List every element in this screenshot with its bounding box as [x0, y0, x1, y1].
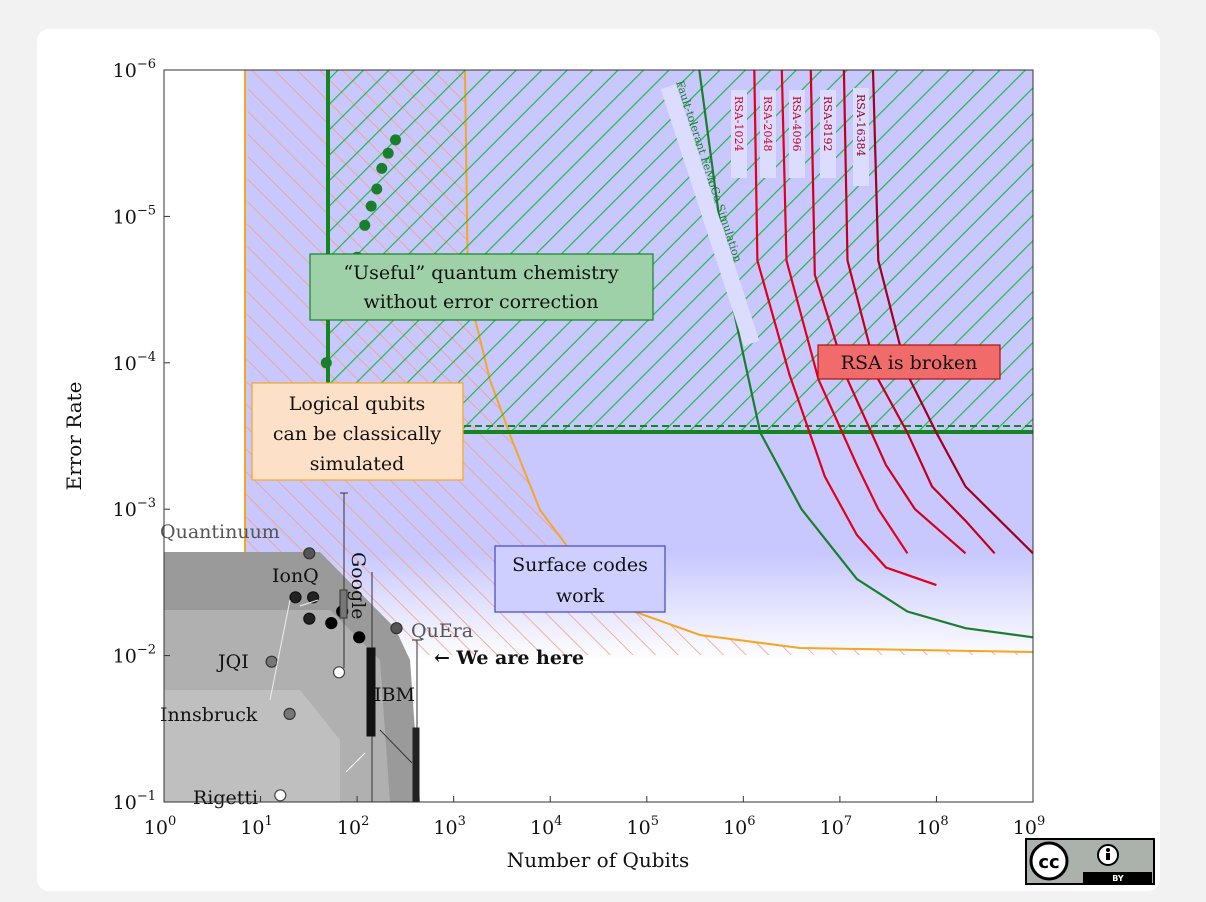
- rigetti-label: Rigetti: [193, 787, 258, 809]
- rsa-8192-label: RSA-8192: [821, 96, 834, 151]
- ibm-label: IBM: [374, 684, 415, 706]
- we-are-here-label: ← We are here: [434, 647, 584, 669]
- point-innsbruck-0: [283, 707, 296, 721]
- by-text: BY: [1112, 874, 1124, 883]
- point-ionq-2: [303, 612, 316, 625]
- device-bars: [269, 492, 422, 803]
- point-rigetti-0: [274, 789, 287, 802]
- series-line-rsa-4096: [809, 70, 967, 555]
- nisq-label-line-2: without error correction: [363, 291, 598, 313]
- y-tick-label-3: 10−3: [113, 496, 156, 521]
- x-tick-label-3: 103: [433, 814, 465, 839]
- x-tick-label-1: 101: [240, 814, 272, 839]
- cc-text: cc: [1038, 852, 1059, 873]
- rsa-label: RSA is broken: [841, 352, 978, 374]
- cc-icon: [1029, 841, 1069, 881]
- y-tick-label-0: 10−6: [113, 57, 156, 82]
- y-tick-label-4: 10−2: [113, 643, 156, 668]
- point-jqi-0: [265, 655, 278, 668]
- point-ionq-1: [307, 591, 320, 604]
- y-tick-label-5: 10−1: [113, 789, 156, 814]
- series-line-rsa-1024: [753, 70, 937, 587]
- point-google-0: [325, 616, 338, 630]
- point-quantinuum-0: [303, 547, 316, 560]
- google-label: Google: [347, 552, 369, 620]
- point-ibm-0: [332, 666, 346, 679]
- y-tick-label-2: 10−4: [113, 350, 156, 375]
- y-axis-label: Error Rate: [62, 382, 86, 491]
- x-tick-label-4: 104: [530, 814, 562, 839]
- point-nisq-chemistry-estimates-0: [320, 357, 332, 369]
- point-nisq-chemistry-estimates-3: [365, 200, 377, 212]
- x-tick-label-0: 100: [144, 814, 176, 839]
- region-labels: “Useful” quantum chemistry without error…: [251, 253, 1001, 613]
- series-line-rsa-16384: [871, 70, 1033, 555]
- nisq-label-line-1: “Useful” quantum chemistry: [343, 262, 618, 284]
- point-nisq-chemistry-estimates-5: [376, 162, 388, 174]
- surface-label-line-2: work: [556, 585, 605, 607]
- surface-label-box: [494, 545, 666, 613]
- x-tick-label-2: 102: [337, 814, 369, 839]
- point-google-2: [353, 631, 366, 644]
- quantinuum-label: Quantinuum: [160, 521, 280, 543]
- classical-label-line-2: can be classically: [273, 423, 441, 445]
- quera-label: QuEra: [411, 620, 473, 642]
- point-nisq-chemistry-estimates-7: [390, 134, 401, 146]
- x-tick-label-8: 108: [916, 814, 948, 839]
- y-tick-label-1: 10−5: [113, 203, 156, 228]
- innsbruck-label: Innsbruck: [160, 704, 258, 726]
- jqi-label: JQI: [216, 651, 249, 673]
- rsa-1024-label: RSA-1024: [732, 96, 745, 151]
- point-nisq-chemistry-estimates-6: [382, 147, 394, 159]
- x-tick-label-5: 105: [627, 814, 659, 839]
- curve-labels: Fault-tolerant FeMoCo Simulation RSA-102…: [660, 79, 869, 346]
- x-tick-label-7: 107: [820, 814, 852, 839]
- chart-card: “Useful” quantum chemistry without error…: [37, 29, 1160, 891]
- x-axis-label: Number of Qubits: [507, 848, 689, 872]
- x-tick-label-6: 106: [723, 814, 755, 839]
- point-ionq-0: [289, 591, 302, 604]
- classical-label-line-1: Logical qubits: [289, 393, 425, 415]
- x-tick-label-9: 109: [1013, 814, 1045, 839]
- point-nisq-chemistry-estimates-2: [359, 219, 371, 231]
- chart-svg: “Useful” quantum chemistry without error…: [62, 57, 1155, 885]
- ionq-label: IonQ: [272, 565, 319, 587]
- point-nisq-chemistry-estimates-4: [371, 183, 383, 195]
- rsa-label-box: [817, 344, 1001, 380]
- rsa-16384-label: RSA-16384: [854, 94, 867, 156]
- classical-label-line-3: simulated: [310, 453, 405, 475]
- rsa-2048-label: RSA-2048: [761, 96, 774, 151]
- nisq-label-box: [309, 253, 654, 321]
- point-quera-0: [390, 622, 403, 635]
- cc-by-license-badge[interactable]: cc BY: [1025, 838, 1155, 885]
- rsa-4096-label: RSA-4096: [790, 96, 803, 151]
- classical-label-box: [251, 382, 464, 481]
- y-axis-ticks: 10−6 10−5 10−4 10−3 10−2 10−1: [113, 57, 170, 814]
- plot-frame: [163, 69, 1034, 803]
- series-line-rsa-8192: [842, 70, 996, 555]
- surface-label-line-1: Surface codes: [512, 554, 648, 576]
- series-line-rsa-2048: [780, 70, 909, 554]
- device-labels: Quantinuum IonQ Google QuEra JQI Innsbru…: [160, 521, 584, 809]
